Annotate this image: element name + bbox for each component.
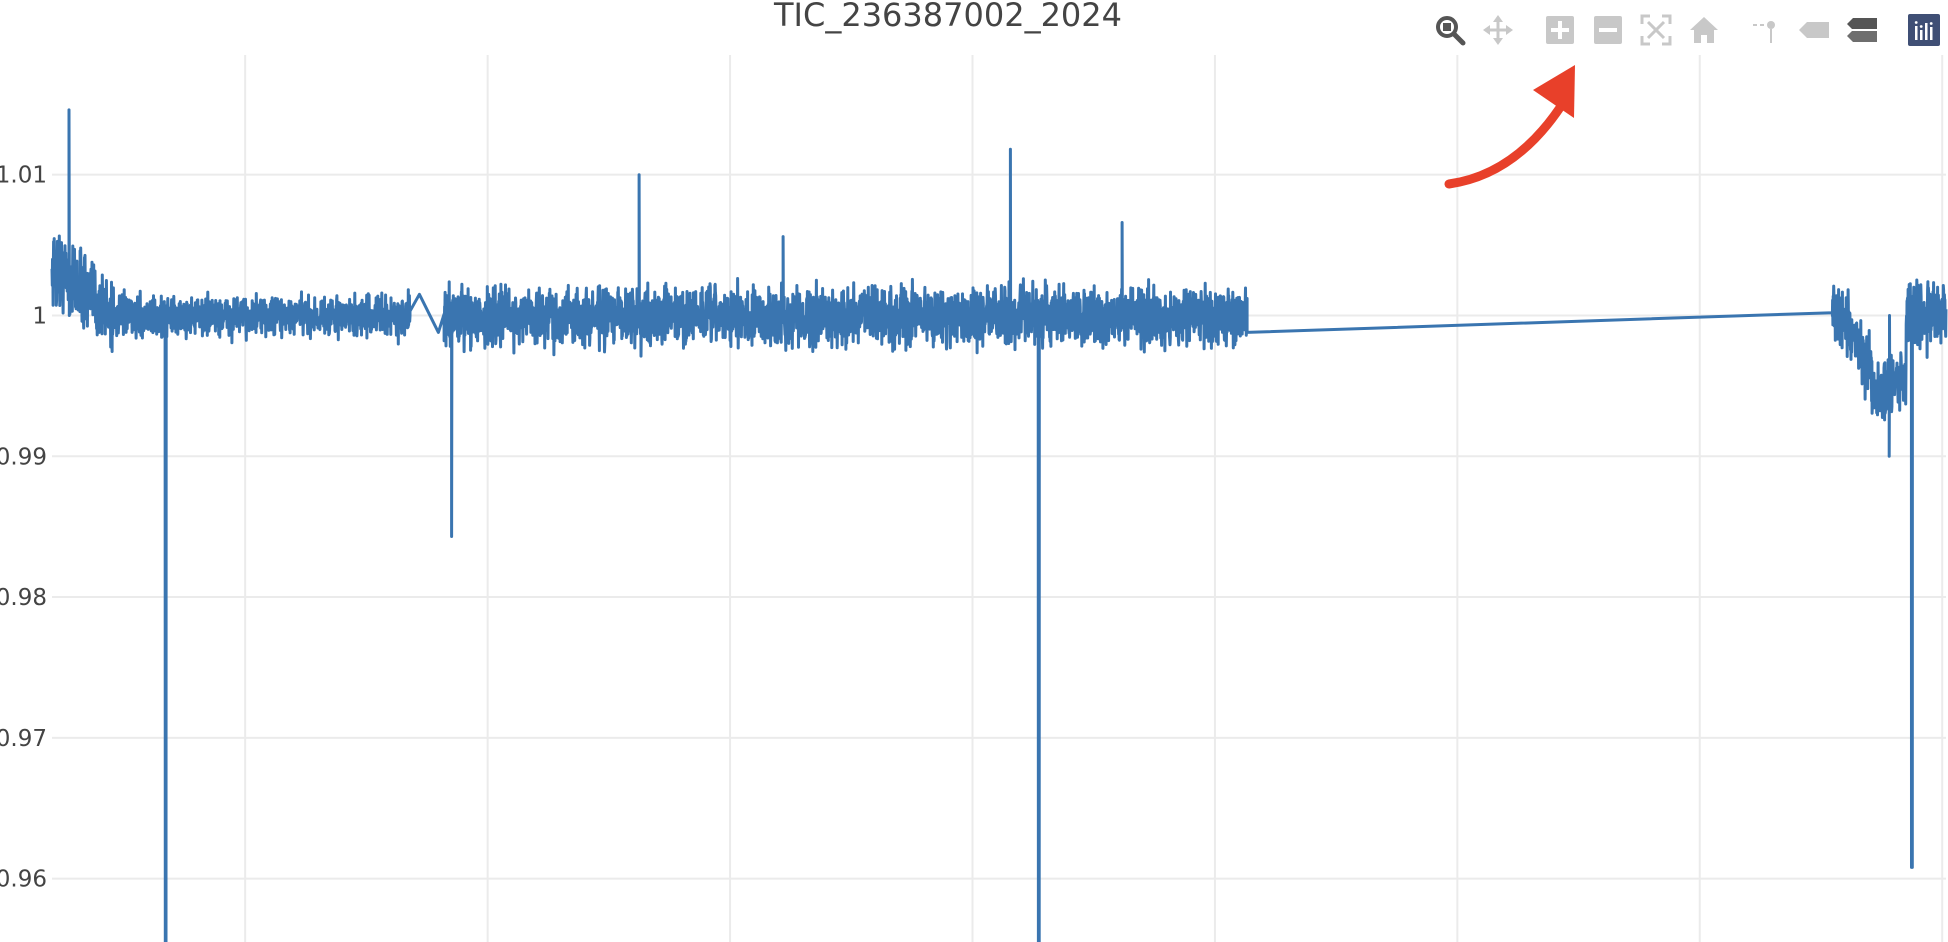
y-tick-label: 0.98: [0, 585, 47, 611]
plot-modebar: [1426, 8, 1948, 52]
annotation-arrowhead: [1533, 65, 1575, 118]
spike-lines-icon: [1753, 21, 1775, 43]
grid-lines: [52, 55, 1946, 942]
zoom-in-icon: [1546, 16, 1574, 44]
zoom-icon: [1436, 16, 1466, 46]
reset-axes-button[interactable]: [1684, 10, 1724, 50]
zoom-out-icon: [1594, 16, 1622, 44]
y-tick-label: 0.96: [0, 867, 47, 893]
y-tick-label: 0.99: [0, 444, 47, 470]
plotly-logo-icon: [1908, 14, 1940, 46]
plotly-logo-button[interactable]: [1904, 10, 1944, 50]
y-tick-label: 1: [32, 303, 47, 329]
zoom-out-button[interactable]: [1588, 10, 1628, 50]
y-axis-ticks: 1.01 1 0.99 0.98 0.97 0.96: [0, 163, 47, 893]
y-tick-label: 1.01: [0, 163, 47, 189]
autoscale-button[interactable]: [1636, 10, 1676, 50]
pan-icon: [1483, 15, 1513, 45]
hover-compare-icon: [1847, 18, 1877, 42]
pan-button[interactable]: [1478, 10, 1518, 50]
flux-series-line[interactable]: [50, 108, 1948, 942]
autoscale-icon: [1640, 14, 1672, 46]
zoom-in-button[interactable]: [1540, 10, 1580, 50]
annotation-arrow: [1444, 95, 1570, 189]
reset-axes-icon: [1690, 17, 1718, 43]
hover-compare-button[interactable]: [1842, 10, 1882, 50]
zoom-button[interactable]: [1430, 10, 1470, 50]
hover-closest-button[interactable]: [1794, 10, 1834, 50]
spike-lines-button[interactable]: [1746, 10, 1786, 50]
y-tick-label: 0.97: [0, 726, 47, 752]
hover-closest-icon: [1799, 22, 1829, 38]
chart-title: TIC_236387002_2024: [773, 0, 1122, 34]
